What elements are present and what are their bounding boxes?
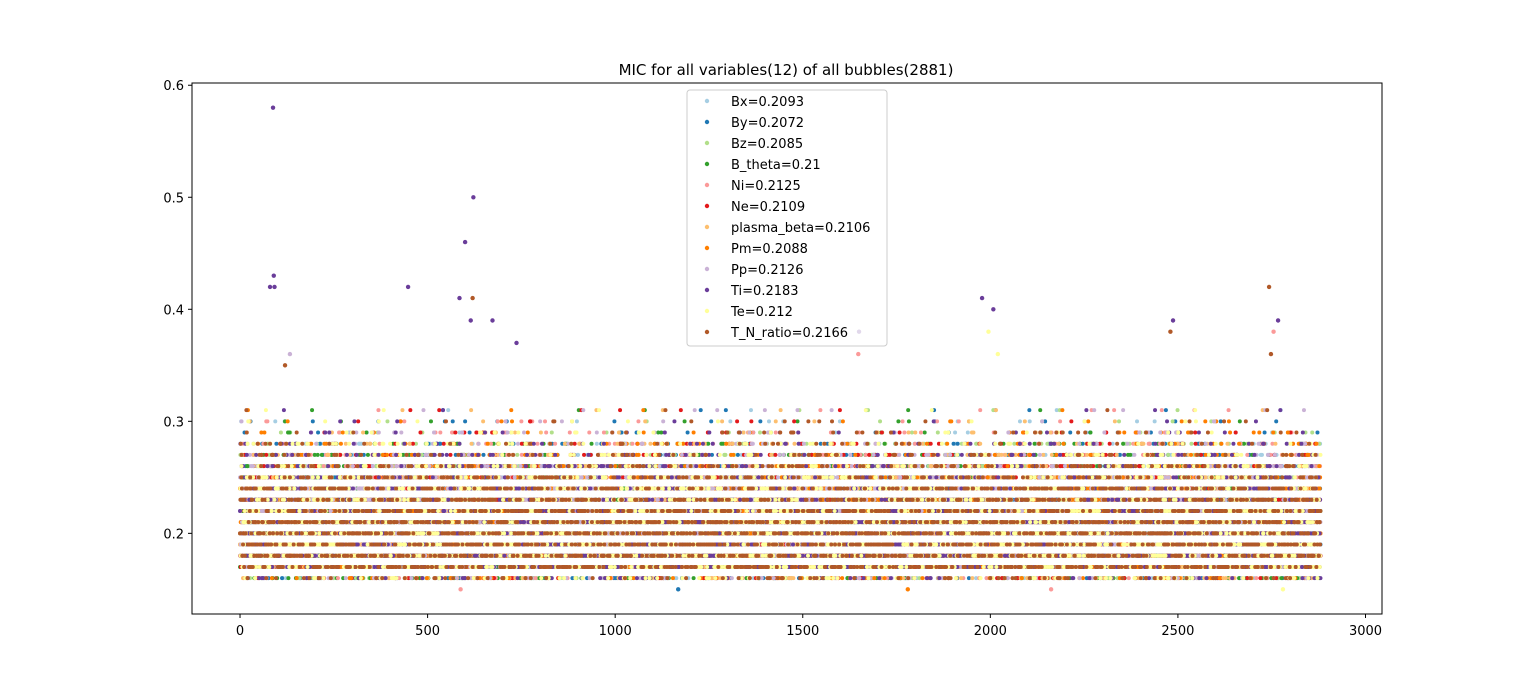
data-point xyxy=(758,419,763,424)
data-point xyxy=(674,576,679,581)
data-point xyxy=(280,576,285,581)
data-point xyxy=(1110,441,1115,446)
data-point xyxy=(698,408,703,413)
data-point xyxy=(273,419,278,424)
data-point xyxy=(955,441,960,446)
points-layer xyxy=(238,105,1323,592)
data-point xyxy=(576,452,581,457)
data-point xyxy=(709,419,714,424)
data-point xyxy=(837,419,842,424)
data-point xyxy=(1152,419,1157,424)
data-point xyxy=(612,419,617,424)
data-point xyxy=(310,419,315,424)
data-point xyxy=(574,419,579,424)
data-point xyxy=(316,430,321,435)
data-point xyxy=(1135,419,1140,424)
data-point xyxy=(463,419,468,424)
data-point xyxy=(467,430,472,435)
data-point xyxy=(951,441,956,446)
data-point xyxy=(274,441,279,446)
data-point xyxy=(1017,419,1022,424)
data-point xyxy=(1054,408,1059,413)
data-point xyxy=(728,419,733,424)
data-point xyxy=(1027,419,1032,424)
data-point xyxy=(450,419,455,424)
data-point xyxy=(317,441,322,446)
data-point xyxy=(953,430,958,435)
data-point xyxy=(1259,452,1264,457)
data-point xyxy=(723,408,728,413)
chart-title: MIC for all variables(12) of all bubbles… xyxy=(619,61,954,79)
data-point xyxy=(446,408,451,413)
data-point xyxy=(735,452,740,457)
data-point xyxy=(1027,408,1032,413)
data-point xyxy=(766,419,771,424)
data-point xyxy=(974,576,979,581)
data-point xyxy=(748,408,753,413)
data-point xyxy=(481,452,486,457)
data-point xyxy=(965,430,970,435)
data-point xyxy=(594,441,599,446)
data-point xyxy=(685,430,690,435)
